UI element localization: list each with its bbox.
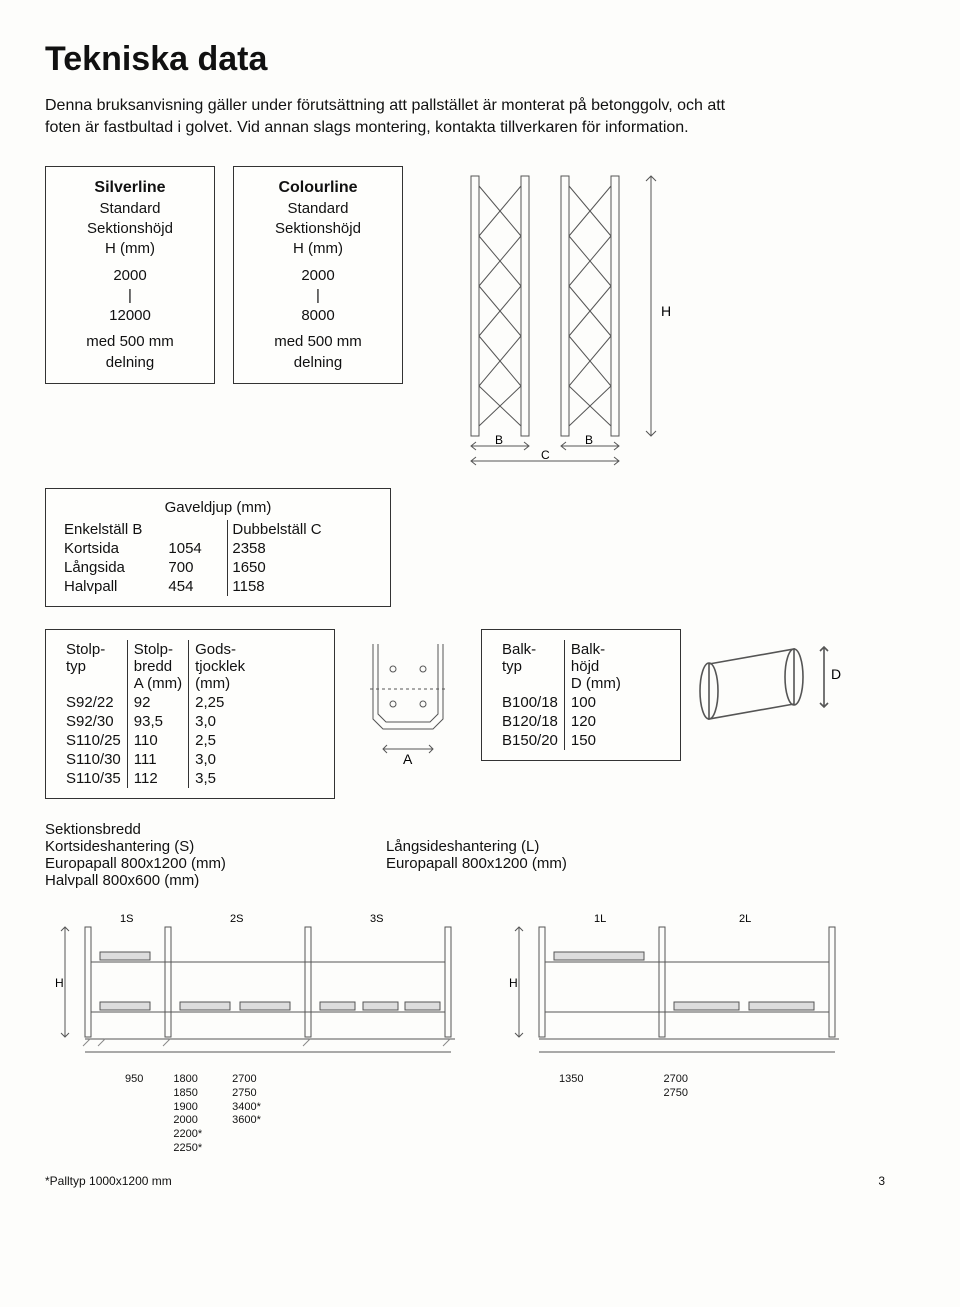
silverline-sub3: H (mm) bbox=[60, 239, 200, 259]
colourline-pipe: | bbox=[248, 286, 388, 306]
svg-text:3S: 3S bbox=[370, 913, 383, 925]
l-rack-diagram: H 1L 2L 1350 2700 2750 bbox=[499, 907, 859, 1156]
sektionsbredd-left: Sektionsbredd Kortsideshantering (S) Eur… bbox=[45, 821, 226, 889]
colourline-to: 8000 bbox=[248, 306, 388, 326]
gaveldjup-box: Gaveldjup (mm) Enkelställ B Dubbelställ … bbox=[45, 488, 391, 607]
silverline-from: 2000 bbox=[60, 266, 200, 286]
stolp-table: Stolp-typ Stolp-breddA (mm) Gods-tjockle… bbox=[60, 640, 251, 788]
svg-text:H: H bbox=[509, 976, 518, 990]
label-B1: B bbox=[495, 433, 503, 447]
sektionsbredd-title: Sektionsbredd bbox=[45, 821, 226, 838]
label-D: D bbox=[831, 666, 841, 682]
intro-text: Denna bruksanvisning gäller under föruts… bbox=[45, 95, 765, 138]
balk-table: Balk-typ Balk-höjdD (mm) B100/18100 B120… bbox=[496, 640, 627, 750]
silverline-box: Silverline Standard Sektionshöjd H (mm) … bbox=[45, 166, 215, 384]
s-dim-c2: 1800 1850 1900 2000 2200* 2250* bbox=[173, 1073, 202, 1156]
colourline-from: 2000 bbox=[248, 266, 388, 286]
beam-profile-diagram: D bbox=[699, 629, 849, 739]
colourline-name: Colourline bbox=[248, 177, 388, 199]
sektionsbredd-right: Långsideshantering (L) Europapall 800x12… bbox=[386, 821, 567, 889]
l-dim-c1: 1350 bbox=[559, 1073, 583, 1101]
balk-box: Balk-typ Balk-höjdD (mm) B100/18100 B120… bbox=[481, 629, 681, 761]
colourline-step: med 500 mm delning bbox=[248, 332, 388, 373]
label-C: C bbox=[541, 448, 550, 462]
s-dim-c3: 2700 2750 3400* 3600* bbox=[232, 1073, 261, 1156]
silverline-step: med 500 mm delning bbox=[60, 332, 200, 373]
table-row: Kortsida 1054 2358 bbox=[60, 539, 376, 558]
svg-text:2S: 2S bbox=[230, 913, 243, 925]
silverline-to: 12000 bbox=[60, 306, 200, 326]
page-number: 3 bbox=[878, 1174, 885, 1188]
gaveldjup-table: Enkelställ B Dubbelställ C Kortsida 1054… bbox=[60, 520, 376, 596]
footnote: *Palltyp 1000x1200 mm bbox=[45, 1174, 172, 1188]
table-row: Halvpall 454 1158 bbox=[60, 577, 376, 596]
label-A: A bbox=[403, 751, 413, 767]
sektionsbredd-row: Sektionsbredd Kortsideshantering (S) Eur… bbox=[45, 821, 915, 889]
colourline-sub1: Standard bbox=[248, 199, 388, 219]
gaveldjup-right-head: Dubbelställ C bbox=[228, 520, 376, 539]
silverline-pipe: | bbox=[60, 286, 200, 306]
colourline-box: Colourline Standard Sektionshöjd H (mm) … bbox=[233, 166, 403, 384]
gaveldjup-left-head: Enkelställ B bbox=[60, 520, 228, 539]
s-dims: 950 1800 1850 1900 2000 2200* 2250* 2700… bbox=[125, 1073, 475, 1156]
footer: *Palltyp 1000x1200 mm 3 bbox=[45, 1174, 915, 1188]
table-row: Långsida 700 1650 bbox=[60, 558, 376, 577]
frame-diagram: H B B C bbox=[451, 166, 711, 466]
row-lines-and-frame: Silverline Standard Sektionshöjd H (mm) … bbox=[45, 166, 915, 466]
row-gaveldjup: Gaveldjup (mm) Enkelställ B Dubbelställ … bbox=[45, 488, 915, 607]
l-dims: 1350 2700 2750 bbox=[559, 1073, 859, 1101]
svg-text:1S: 1S bbox=[120, 913, 133, 925]
s-dim-c1: 950 bbox=[125, 1073, 143, 1156]
colourline-sub2: Sektionshöjd bbox=[248, 219, 388, 239]
gaveldjup-title: Gaveldjup (mm) bbox=[60, 499, 376, 516]
silverline-sub1: Standard bbox=[60, 199, 200, 219]
page-title: Tekniska data bbox=[45, 40, 915, 79]
svg-text:1L: 1L bbox=[594, 913, 606, 925]
colourline-sub3: H (mm) bbox=[248, 239, 388, 259]
svg-text:H: H bbox=[55, 976, 64, 990]
l-dim-c2: 2700 2750 bbox=[663, 1073, 687, 1101]
upright-profile-diagram: A bbox=[353, 629, 463, 769]
stolp-box: Stolp-typ Stolp-breddA (mm) Gods-tjockle… bbox=[45, 629, 335, 799]
bottom-diagrams: H 1S 2S 3S 950 1800 1850 1900 2000 2200*… bbox=[45, 907, 915, 1156]
silverline-name: Silverline bbox=[60, 177, 200, 199]
s-rack-diagram: H 1S 2S 3S 950 1800 1850 1900 2000 2200*… bbox=[45, 907, 475, 1156]
label-B2: B bbox=[585, 433, 593, 447]
label-H: H bbox=[661, 303, 671, 319]
svg-text:2L: 2L bbox=[739, 913, 751, 925]
row-stolp-balk: Stolp-typ Stolp-breddA (mm) Gods-tjockle… bbox=[45, 629, 915, 799]
silverline-sub2: Sektionshöjd bbox=[60, 219, 200, 239]
